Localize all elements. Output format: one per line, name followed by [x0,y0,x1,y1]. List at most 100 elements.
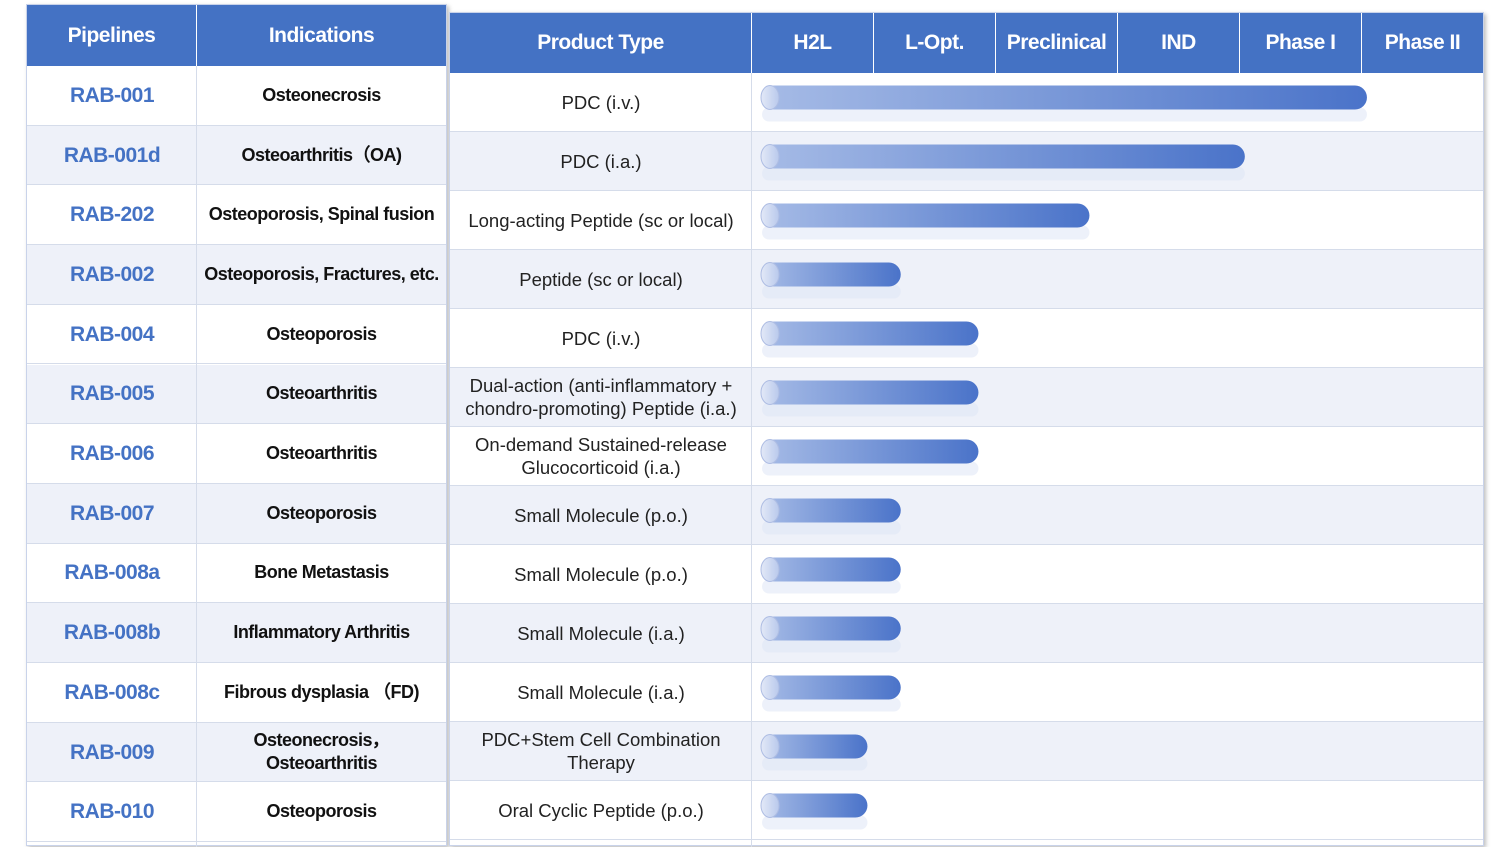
stage-header: Phase II [1362,13,1483,73]
indication: Osteoarthritis [265,383,378,404]
bar-start-cap [760,557,780,582]
table-row: RAB-004 Osteoporosis [27,305,446,365]
progress-bars-chart [760,85,1367,830]
table-row: RAB-008c Fibrous dysplasia （FD) [27,663,446,723]
indication: Osteoporosis [266,502,377,523]
pipeline-name: RAB-009 [69,740,155,764]
indication: Osteoarthritis（OA) [241,144,402,165]
product-type: PDC+Stem Cell Combination Therapy [481,729,721,773]
product-type: Dual-action (anti-inflammatory + chondro… [465,375,737,419]
product-type: Long-acting Peptide (sc or local) [468,209,734,231]
bar-start-cap [760,380,780,405]
indication: Osteonecrosis [262,84,381,105]
indication: Osteoporosis [266,323,377,344]
progress-bar [760,262,901,299]
bar-RAB-006 [762,439,979,464]
product-type: Small Molecule (i.a.) [517,622,685,644]
stage-header: Preclinical [996,13,1118,73]
bar-start-cap [760,675,780,700]
table-row: Dual-action (anti-inflammatory + chondro… [450,368,1483,427]
bar-reflection [762,166,1245,181]
progress-bar [760,144,1245,181]
table-row: RAB-001 Osteonecrosis [27,66,446,126]
table-row: PDC (i.v.) [450,73,1483,132]
indication: Osteonecrosis， Osteoarthritis [253,730,390,774]
bar-RAB-007 [762,498,901,523]
indication: Osteoporosis, Fractures, etc. [204,263,439,284]
product-type: Small Molecule (p.o.) [514,563,688,585]
bar-RAB-001d [762,144,1245,169]
bar-start-cap [760,321,780,346]
bar-RAB-008b [762,616,901,641]
pipeline-name: RAB-002 [69,262,155,286]
progress-bar [760,734,868,771]
bar-reflection [762,815,868,830]
table-row: Small Molecule (p.o.) [450,545,1483,604]
table-row: PDC (i.a.) [450,132,1483,191]
bar-reflection [762,343,979,358]
bar-start-cap [760,498,780,523]
bar-reflection [762,579,901,594]
progress-bar [760,439,979,476]
product-type: On-demand Sustained-release Glucocortico… [475,434,727,478]
table-row: RAB-005 Osteoarthritis [27,364,446,425]
progress-bar [760,675,901,712]
column-divider [196,66,197,847]
bar-RAB-004 [762,321,979,346]
table-row: On-demand Sustained-release Glucocortico… [450,427,1483,486]
bar-RAB-010 [762,793,868,818]
stage-header: L-Opt. [874,13,996,73]
table-row: RAB-001d Osteoarthritis（OA) [27,125,446,186]
bar-start-cap [760,144,780,169]
bar-start-cap [760,203,780,228]
table-row: PDC+Stem Cell Combination Therapy [450,722,1483,781]
bar-start-cap [760,85,780,110]
bar-start-cap [760,616,780,641]
bar-reflection [762,461,979,476]
progress-bar [760,616,901,653]
indication: Osteoporosis [266,801,377,822]
bar-reflection [762,107,1367,122]
table-row: Small Molecule (i.a.) [450,604,1483,663]
pipeline-table-left: Pipelines Indications RAB-001 Osteonecros… [26,4,447,847]
table-row: Oral Cyclic Peptide (p.o.) [450,781,1483,840]
progress-bar [760,321,979,358]
bar-reflection [762,284,901,299]
stage-header: Phase I [1240,13,1362,73]
table-row: RAB-010 Osteoporosis [27,782,446,843]
bar-reflection [762,756,868,771]
pipelines-header: Pipelines [27,5,197,66]
bar-RAB-002 [762,262,901,287]
bar-reflection [762,225,1090,240]
table-row: Small Molecule (i.a.) [450,663,1483,722]
bar-reflection [762,402,979,417]
stage-header: H2L [752,13,874,73]
pipeline-name: RAB-001d [63,143,161,167]
stage-header: IND [1118,13,1240,73]
indications-header: Indications [197,5,446,66]
table-row: Long-acting Peptide (sc or local) [450,191,1483,250]
progress-bar [760,85,1367,122]
progress-bar [760,793,868,830]
progress-bar [760,380,979,417]
table-row: RAB-008b Inflammatory Arthritis [27,603,446,663]
progress-bar [760,203,1090,240]
product-type: Small Molecule (p.o.) [514,504,688,526]
pipeline-name: RAB-202 [69,203,155,227]
bar-RAB-005 [762,380,979,405]
indication: Osteoarthritis [265,443,378,464]
table-row: RAB-202 Osteoporosis, Spinal fusion [27,185,446,246]
pipeline-name: RAB-008a [64,561,160,585]
bar-start-cap [760,734,780,759]
bar-RAB-008a [762,557,901,582]
bar-RAB-001 [762,85,1367,110]
table-row: Peptide (sc or local) [450,250,1483,309]
bar-start-cap [760,439,780,464]
product-type: Oral Cyclic Peptide (p.o.) [498,799,704,821]
product-type: PDC (i.a.) [560,150,642,172]
table-row: RAB-002 Osteoporosis, Fractures, etc. [27,245,446,305]
pipeline-name: RAB-010 [69,800,155,824]
product-type: PDC (i.v.) [561,327,641,349]
pipeline-name: RAB-001 [69,83,155,107]
table-row: RAB-008a Bone Metastasis [27,544,446,604]
